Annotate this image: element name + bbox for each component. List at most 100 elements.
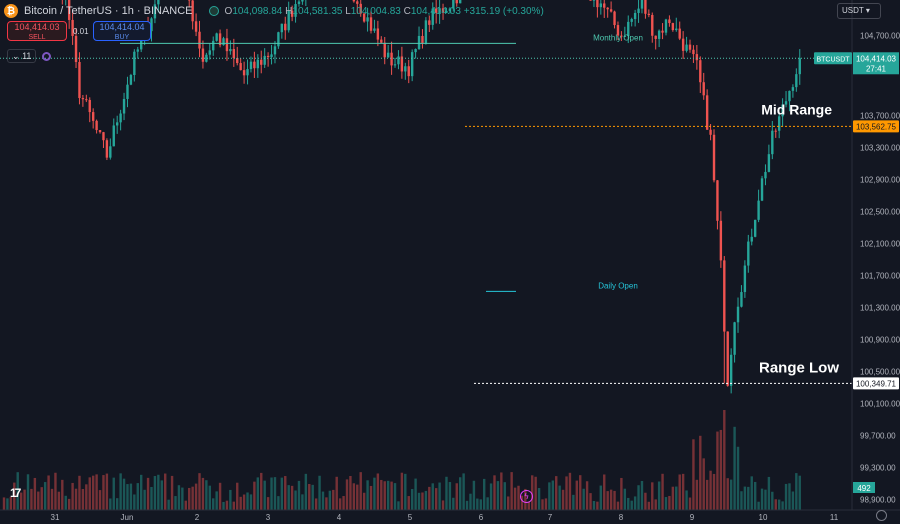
candle-body xyxy=(284,23,287,31)
volume-bar xyxy=(640,480,644,510)
candle-body xyxy=(129,75,133,85)
candle-body xyxy=(297,1,301,5)
volume-bar xyxy=(784,483,788,510)
candle-body xyxy=(229,49,232,52)
price-tick-label: 104,700.00 xyxy=(860,31,900,40)
candle-body xyxy=(301,0,304,2)
candle-body xyxy=(280,23,284,33)
volume-bar xyxy=(534,476,537,510)
range-low-tag[interactable] xyxy=(853,377,899,390)
volume-bar xyxy=(208,485,211,510)
volume-bar xyxy=(246,492,249,510)
candle-body xyxy=(88,99,91,113)
volume-bar xyxy=(668,495,671,510)
volume-bar xyxy=(558,485,561,510)
indicators-bar: ⌄ 11 xyxy=(7,49,52,63)
candle-body xyxy=(661,30,664,33)
volume-bar xyxy=(194,483,198,510)
price-tick-label: 100,900.00 xyxy=(860,335,900,344)
currency-selector[interactable]: USDT ▾ xyxy=(837,3,881,19)
volume-bar xyxy=(599,485,603,510)
time-tick-label: 5 xyxy=(408,513,413,522)
volume-bar xyxy=(719,429,723,510)
candle-body xyxy=(671,23,675,31)
symbol-tag[interactable] xyxy=(814,52,852,65)
volume-bar xyxy=(736,446,740,510)
settings-gear-icon[interactable] xyxy=(876,510,887,521)
candle-body xyxy=(699,60,702,83)
volume-bar xyxy=(301,494,304,510)
volume-bar xyxy=(249,494,253,510)
volume-bar xyxy=(589,493,592,510)
spread-value: 0.01 xyxy=(73,26,89,36)
volume-bar xyxy=(527,501,530,510)
candle-body xyxy=(603,3,606,8)
volume-bar xyxy=(85,484,88,510)
volume-bar xyxy=(91,475,95,510)
candle-body xyxy=(606,7,609,10)
candle-body xyxy=(695,54,699,61)
buy-button[interactable]: 104,414.04 BUY xyxy=(93,21,151,41)
volume-bar xyxy=(373,477,376,510)
volume-bar xyxy=(57,491,61,510)
current-price-tag[interactable] xyxy=(853,52,899,75)
volume-bar xyxy=(198,473,201,510)
symbol-title[interactable]: Bitcoin / TetherUS · 1h · BINANCE xyxy=(24,5,193,17)
lightning-alert-icon[interactable]: ϟ xyxy=(520,490,533,503)
volume-bar xyxy=(627,497,630,510)
volume-bar xyxy=(129,483,133,510)
price-tick-label: 103,700.00 xyxy=(860,111,900,120)
volume-bar xyxy=(438,482,441,510)
volume-bar xyxy=(170,475,174,510)
tradingview-logo-icon[interactable]: 17 xyxy=(10,486,21,500)
volume-bar xyxy=(479,499,482,510)
volume-bar xyxy=(277,496,280,510)
mid-range-tag[interactable] xyxy=(853,120,899,133)
volume-bar xyxy=(218,482,222,510)
candle-body xyxy=(136,49,139,52)
volume-bar xyxy=(119,473,122,510)
indicator-settings-icon[interactable] xyxy=(42,51,52,61)
volume-bar xyxy=(352,483,356,510)
volume-bar xyxy=(356,484,359,510)
price-tick-label: 102,900.00 xyxy=(860,175,900,184)
volume-bar xyxy=(26,474,30,510)
candle-body xyxy=(630,19,633,22)
volume-bar xyxy=(657,481,661,510)
volume-bar xyxy=(280,477,284,510)
volume-bar xyxy=(338,498,342,510)
volume-bar xyxy=(609,489,613,510)
indicators-toggle[interactable]: ⌄ 11 xyxy=(7,49,37,63)
candle-body xyxy=(774,130,777,132)
price-axis[interactable] xyxy=(852,0,900,524)
volume-bar xyxy=(112,477,115,510)
sell-button[interactable]: 104,414.03 SELL xyxy=(7,21,67,41)
volume-bar xyxy=(568,472,572,510)
candle-body xyxy=(726,331,729,386)
volume-bar xyxy=(294,490,297,510)
volume-bar xyxy=(115,498,119,510)
volume-bar xyxy=(760,488,764,510)
volume-bar xyxy=(287,485,290,510)
volume-bar xyxy=(705,479,709,510)
volume-bar xyxy=(692,439,695,510)
volume-bar xyxy=(548,482,551,510)
candle-body xyxy=(675,28,678,31)
volume-bar xyxy=(133,494,136,510)
volume-bar xyxy=(681,473,685,510)
volume-tag[interactable] xyxy=(853,482,875,493)
volume-bar xyxy=(695,479,699,510)
time-tick-label: 4 xyxy=(337,513,342,522)
market-status-icon[interactable] xyxy=(208,6,219,16)
candle-body xyxy=(623,35,627,37)
volume-bar xyxy=(256,477,260,510)
volume-bar xyxy=(489,483,493,510)
volume-bar xyxy=(325,497,328,510)
volume-bar xyxy=(136,483,139,510)
volume-bar xyxy=(184,500,187,510)
candle-body xyxy=(743,265,747,293)
time-tick-label: 8 xyxy=(619,513,624,522)
volume-bar xyxy=(565,476,568,510)
candle-body xyxy=(400,56,404,72)
